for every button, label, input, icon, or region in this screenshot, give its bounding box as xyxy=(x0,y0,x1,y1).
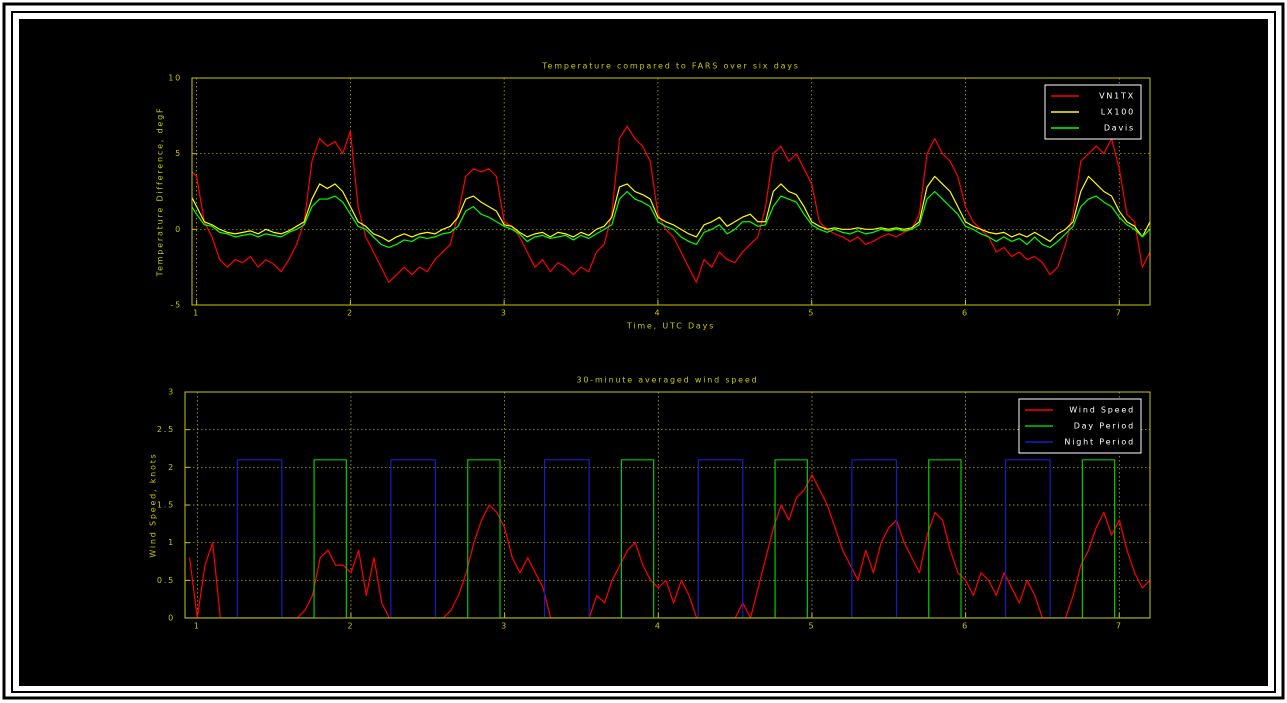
x-tick-label: 6 xyxy=(962,309,969,318)
y-axis-label: Temperature Difference, degF xyxy=(156,107,165,278)
axes-frame xyxy=(191,77,1151,306)
x-tick-label: 7 xyxy=(1116,309,1123,318)
y-tick-label: 0.5 xyxy=(157,576,175,585)
legend-label: Wind Speed xyxy=(1069,406,1135,415)
x-tick-label: 1 xyxy=(193,309,200,318)
x-tick-label: 2 xyxy=(347,309,354,318)
data-line xyxy=(192,125,1150,283)
x-tick-label: 5 xyxy=(808,309,815,318)
legend-label: VN1TX xyxy=(1099,92,1135,101)
chart-title: 30-minute averaged wind speed xyxy=(576,376,758,385)
x-tick-label: 4 xyxy=(655,622,662,631)
y-tick-label: -5 xyxy=(170,301,182,310)
x-tick-label: 5 xyxy=(808,622,815,631)
y-tick-label: 1 xyxy=(168,538,175,547)
data-line xyxy=(192,175,1150,243)
y-tick-label: 3 xyxy=(168,388,175,397)
axes-frame xyxy=(184,391,1151,619)
chart-title: Temperature compared to FARS over six da… xyxy=(541,62,800,71)
data-line xyxy=(189,474,1150,618)
x-tick-label: 6 xyxy=(962,622,969,631)
x-tick-label: 2 xyxy=(348,622,355,631)
legend: VN1TX LX100 Davis xyxy=(1044,84,1142,140)
y-tick-label: 1.5 xyxy=(157,501,175,510)
y-tick-label: 0 xyxy=(175,225,182,234)
x-tick-label: 3 xyxy=(501,622,508,631)
y-tick-label: 2 xyxy=(168,463,175,472)
x-tick-label: 1 xyxy=(194,622,201,631)
axes: Temperature compared to FARS over six da… xyxy=(156,62,1151,331)
legend-label: Night Period xyxy=(1064,438,1135,447)
x-tick-label: 4 xyxy=(654,309,661,318)
legend: Wind Speed Day Period Night Period xyxy=(1018,398,1142,454)
y-tick-label: 0 xyxy=(168,614,175,623)
inner-frame xyxy=(11,11,1276,693)
axes: 30-minute averaged wind speed Wind Speed,… xyxy=(149,376,1151,631)
legend-label: Davis xyxy=(1104,124,1135,133)
data-line xyxy=(192,190,1150,249)
y-tick-label: 10 xyxy=(168,74,182,83)
legend-label: LX100 xyxy=(1101,108,1135,117)
legend-label: Day Period xyxy=(1074,422,1135,431)
y-tick-label: 2.5 xyxy=(157,425,175,434)
x-axis-label: Time, UTC Days xyxy=(626,322,715,331)
y-tick-label: 5 xyxy=(175,149,182,158)
y-axis-label: Wind Speed, knots xyxy=(149,452,158,557)
x-tick-label: 7 xyxy=(1116,622,1123,631)
x-tick-label: 3 xyxy=(501,309,508,318)
